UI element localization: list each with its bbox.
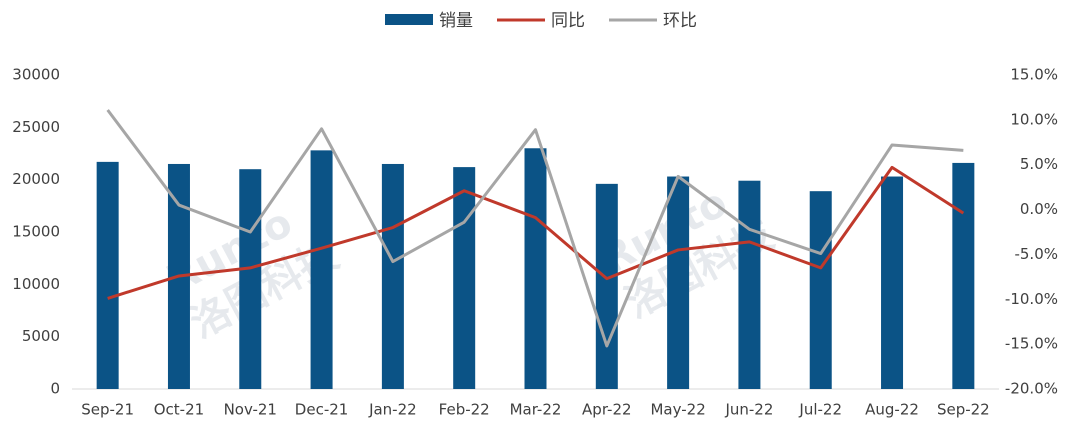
- y2-tick-label: -15.0%: [1005, 335, 1058, 353]
- bar: [667, 176, 690, 389]
- x-tick-label: May-22: [650, 401, 705, 419]
- bar: [809, 191, 832, 389]
- line: [107, 165, 965, 300]
- y-tick-label: 0: [50, 380, 60, 398]
- bar: [239, 169, 262, 389]
- y-tick-label: 25000: [12, 118, 60, 136]
- y2-tick-label: -20.0%: [1005, 380, 1058, 398]
- legend-label: 同比: [551, 11, 585, 31]
- y2-tick-label: 0.0%: [1020, 200, 1058, 218]
- x-tick-label: Nov-21: [224, 401, 277, 419]
- x-tick-label: Feb-22: [439, 401, 490, 419]
- y-tick-label: 5000: [22, 327, 60, 345]
- y-tick-label: 10000: [12, 275, 60, 293]
- bar: [881, 176, 904, 389]
- legend-label: 环比: [663, 11, 697, 31]
- y-tick-label: 20000: [12, 170, 60, 188]
- x-tick-label: Jul-22: [798, 401, 842, 419]
- y2-tick-label: 10.0%: [1010, 110, 1058, 128]
- x-tick-label: Oct-21: [154, 401, 204, 419]
- x-tick-label: Jan-22: [368, 401, 417, 419]
- bar: [738, 180, 761, 389]
- x-tick-label: Aug-22: [865, 401, 919, 419]
- y2-tick-label: 15.0%: [1010, 66, 1058, 84]
- bar: [595, 183, 618, 389]
- bar: [952, 162, 975, 389]
- x-tick-label: Dec-21: [295, 401, 349, 419]
- x-tick-label: Apr-22: [582, 401, 632, 419]
- legend-swatch: [385, 14, 433, 25]
- x-tick-label: Jun-22: [724, 401, 773, 419]
- line: [106, 109, 964, 348]
- x-tick-label: Sep-21: [81, 401, 134, 419]
- y-tick-label: 15000: [12, 223, 60, 241]
- y2-tick-label: -10.0%: [1005, 290, 1058, 308]
- x-tick-label: Mar-22: [510, 401, 562, 419]
- legend-label: 销量: [439, 11, 473, 31]
- bar: [310, 150, 333, 389]
- bar: [524, 148, 547, 389]
- y-tick-label: 30000: [12, 66, 60, 84]
- x-tick-label: Sep-22: [937, 401, 990, 419]
- y2-tick-label: -5.0%: [1014, 245, 1058, 263]
- bar: [96, 161, 119, 389]
- bar: [381, 163, 404, 389]
- y2-tick-label: 5.0%: [1020, 155, 1058, 173]
- bar: [453, 167, 476, 389]
